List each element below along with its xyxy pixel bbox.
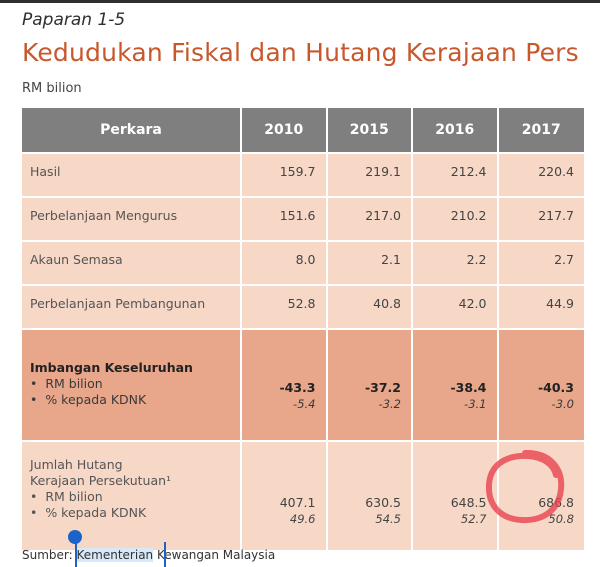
bullet-icon: • xyxy=(30,505,38,520)
table-row: Hasil 159.7 219.1 212.4 220.4 xyxy=(22,154,584,198)
cell-value: 151.6 xyxy=(242,198,328,240)
top-border xyxy=(0,0,600,3)
table-row: Perbelanjaan Pembangunan 52.8 40.8 42.0 … xyxy=(22,286,584,330)
table-header: Perkara 2010 2015 2016 2017 xyxy=(22,108,584,152)
source-note: Sumber: Kementerian Kewangan Malaysia xyxy=(22,548,276,562)
cell-value: 407.1 49.6 xyxy=(242,442,328,550)
unit-label: RM bilion xyxy=(22,81,82,96)
cell-value: -37.2 -3.2 xyxy=(328,330,413,440)
cell-value: 2.2 xyxy=(413,242,499,284)
cell-value: 40.8 xyxy=(328,286,413,328)
sub-label: % kepada KDNK xyxy=(45,505,147,520)
cell-value: -38.4 -3.1 xyxy=(413,330,499,440)
row-label: Hasil xyxy=(22,154,242,196)
row-label: Perbelanjaan Pembangunan xyxy=(22,286,242,328)
bullet-icon: • xyxy=(30,376,38,391)
cell-value: 2.1 xyxy=(328,242,413,284)
cell-value: 159.7 xyxy=(242,154,328,196)
cell-value: -43.3 -5.4 xyxy=(242,330,328,440)
cell-value: 212.4 xyxy=(413,154,499,196)
table-row: Perbelanjaan Mengurus 151.6 217.0 210.2 … xyxy=(22,198,584,242)
header-cell: 2010 xyxy=(242,108,328,152)
row-label: Jumlah Hutang Kerajaan Persekutuan¹ • RM… xyxy=(22,442,242,550)
header-cell: 2016 xyxy=(413,108,499,152)
page-title: Kedudukan Fiskal dan Hutang Kerajaan Per… xyxy=(22,38,579,67)
row-label: Imbangan Keseluruhan • RM bilion • % kep… xyxy=(22,330,242,440)
bullet-icon: • xyxy=(30,489,38,504)
cell-value: 217.7 xyxy=(538,208,574,223)
row-label: Akaun Semasa xyxy=(22,242,242,284)
hutang-label: Jumlah Hutang xyxy=(30,457,123,472)
sub-label: % kepada KDNK xyxy=(45,392,147,407)
sub-label: RM bilion xyxy=(45,376,103,391)
row-label: Perbelanjaan Mengurus xyxy=(22,198,242,240)
cell-value: 648.5 52.7 xyxy=(413,442,499,550)
selection-start-caret[interactable] xyxy=(75,540,77,567)
bullet-icon: • xyxy=(30,392,38,407)
selection-handle-icon[interactable] xyxy=(68,530,82,544)
annotation-circle-icon xyxy=(485,449,565,524)
cell-value: 44.9 xyxy=(546,296,574,311)
cell-value: -40.3 -3.0 xyxy=(537,380,574,411)
cell-value: 52.8 xyxy=(242,286,328,328)
hutang-label: Kerajaan Persekutuan¹ xyxy=(30,473,172,488)
table-row: Akaun Semasa 8.0 2.1 2.2 2.7 xyxy=(22,242,584,286)
header-cell: 2015 xyxy=(327,108,413,152)
header-cell: 2017 xyxy=(498,108,584,152)
cell-value: 217.0 xyxy=(328,198,413,240)
cell-value: 42.0 xyxy=(413,286,499,328)
exhibit-label: Paparan 1-5 xyxy=(22,10,126,30)
selection-end-caret[interactable] xyxy=(164,542,166,567)
cell-value: 2.7 xyxy=(554,252,574,267)
sub-label: RM bilion xyxy=(45,489,103,504)
cell-value: 630.5 54.5 xyxy=(328,442,413,550)
table-row-imbangan: Imbangan Keseluruhan • RM bilion • % kep… xyxy=(22,330,584,442)
cell-value: 210.2 xyxy=(413,198,499,240)
selected-text[interactable]: Kementerian xyxy=(76,548,154,562)
cell-value: 8.0 xyxy=(242,242,328,284)
header-cell: Perkara xyxy=(22,108,242,152)
imbangan-label: Imbangan Keseluruhan xyxy=(30,360,193,375)
cell-value: 220.4 xyxy=(538,164,574,179)
cell-value: 219.1 xyxy=(328,154,413,196)
